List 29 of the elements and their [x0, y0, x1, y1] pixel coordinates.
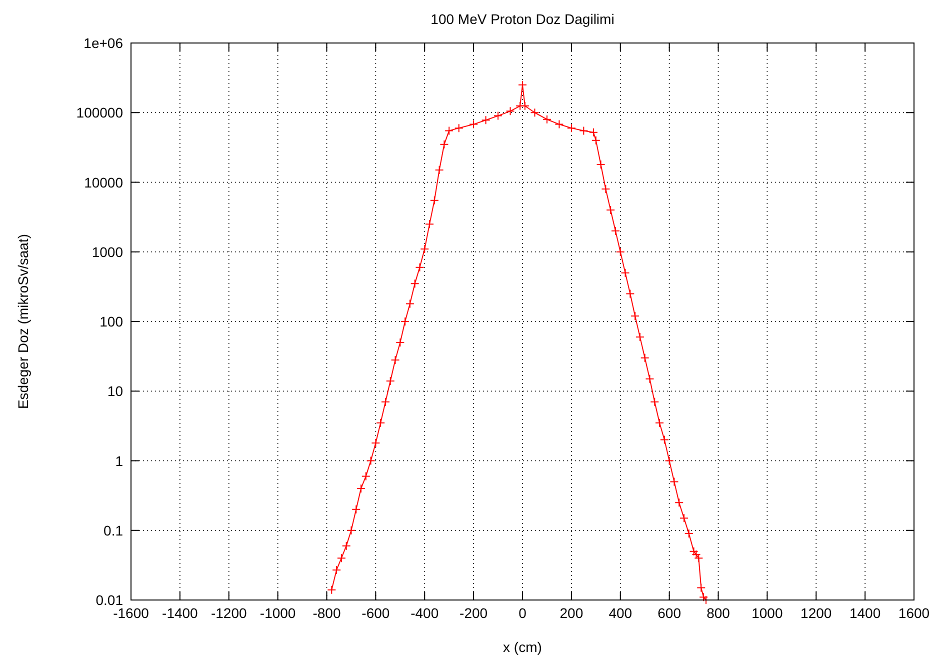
chart-title: 100 MeV Proton Doz Dagilimi	[430, 11, 614, 27]
x-tick-label: 600	[658, 605, 682, 621]
x-tick-label: 0	[518, 605, 527, 621]
y-axis-title: Esdeger Doz (mikroSv/saat)	[15, 234, 31, 410]
x-tick-label: -1400	[162, 605, 198, 621]
y-tick-label: 100000	[76, 104, 124, 121]
x-tick-label: -800	[312, 605, 341, 621]
y-tick-label: 10000	[84, 174, 124, 190]
x-tick-label: -600	[362, 605, 390, 621]
y-tick-label: 100	[100, 314, 124, 330]
x-tick-label: 1600	[898, 605, 930, 621]
x-tick-label: 1200	[800, 605, 832, 621]
x-tick-label: 1000	[752, 605, 783, 621]
x-tick-label: 400	[608, 605, 632, 621]
y-tick-label: 1	[115, 452, 124, 469]
y-tick-label: 1e+06	[84, 35, 124, 51]
x-tick-label: -400	[410, 605, 439, 621]
y-tick-label: 1000	[92, 244, 124, 260]
x-tick-label: 200	[560, 605, 584, 621]
x-tick-label: 800	[706, 605, 730, 621]
x-tick-label: -1000	[260, 605, 296, 621]
y-tick-label: 10	[107, 383, 124, 400]
y-tick-label: 0.1	[104, 522, 124, 538]
x-tick-label: 1400	[849, 605, 881, 621]
x-tick-label: -1600	[113, 605, 150, 621]
x-tick-label: -1200	[210, 605, 247, 621]
x-tick-label: -200	[460, 605, 488, 621]
x-axis-title: x (cm)	[503, 639, 542, 655]
y-tick-label: 0.01	[96, 592, 124, 608]
